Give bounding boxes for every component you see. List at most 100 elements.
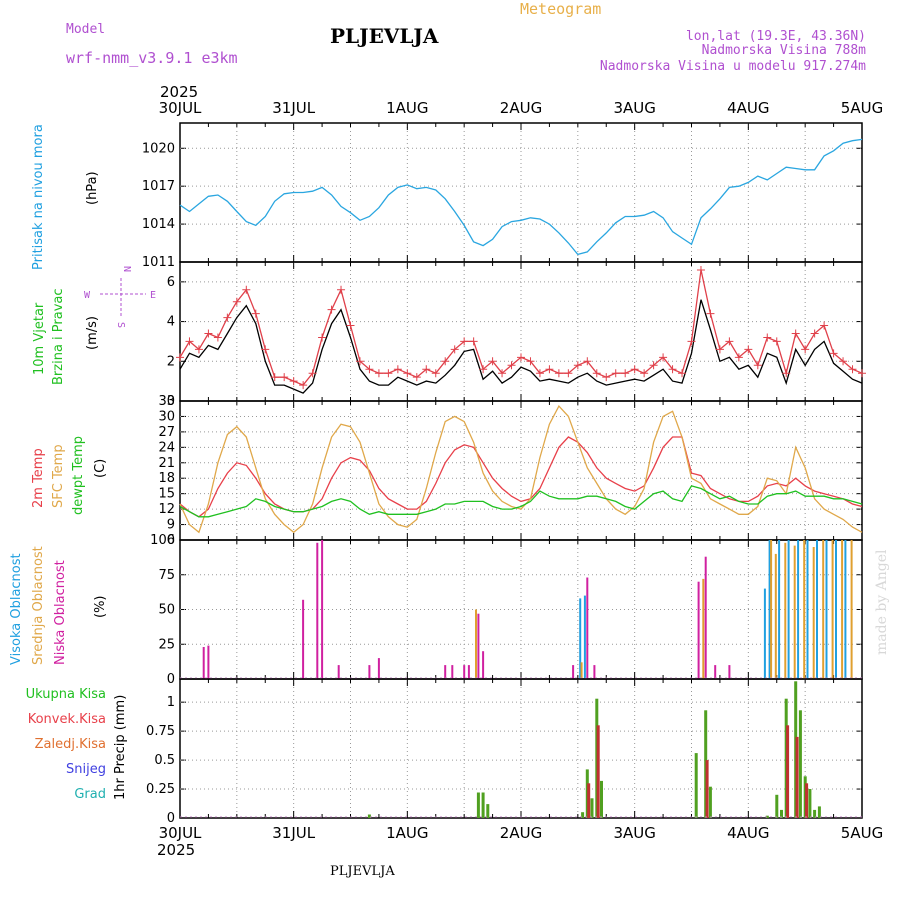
wind-gust-marker xyxy=(498,369,507,378)
wind-gust-marker xyxy=(479,365,488,374)
pressure-title: Pritisak na nivou mora xyxy=(31,124,46,270)
precip-bar xyxy=(817,806,821,818)
year-bottom: 2025 xyxy=(157,841,195,859)
precip-ytick-label: 0 xyxy=(167,811,175,826)
wind-gust-marker xyxy=(223,313,232,322)
clouds-bar xyxy=(697,581,700,679)
wind-gust-marker xyxy=(668,365,677,374)
pressure-ylabel: (hPa) xyxy=(85,171,100,205)
wind-gust-marker xyxy=(592,369,601,378)
temperature-series-0-line xyxy=(179,436,863,518)
clouds-bar xyxy=(822,540,825,679)
precip-ytick-label: 0.75 xyxy=(146,724,175,739)
date-label-bottom: 4AUG xyxy=(727,824,769,842)
wind-gust-marker xyxy=(839,357,848,366)
clouds-bar xyxy=(451,665,454,679)
clouds-bar xyxy=(787,540,790,679)
compass-e: E xyxy=(150,290,156,301)
wind-gust-marker xyxy=(848,365,857,374)
wind-gust-marker xyxy=(469,337,478,346)
wind-gust-marker xyxy=(801,345,810,354)
clouds-bar xyxy=(784,542,787,679)
precip-bar xyxy=(486,804,490,818)
precip-ylabel: 1hr Precip (mm) xyxy=(113,695,128,800)
temperature-series-2-line xyxy=(179,485,863,518)
date-label-top: 3AUG xyxy=(613,99,655,117)
wind-title-2: Brzina i Pravac xyxy=(51,288,66,385)
precip-label-snow: Snijeg xyxy=(66,762,106,777)
precip-ytick-label: 0.5 xyxy=(154,753,175,768)
wind-gust-marker xyxy=(299,381,308,390)
wind-gust-marker xyxy=(507,361,516,370)
wind-gust-marker xyxy=(393,365,402,374)
model-label: Model xyxy=(66,22,105,37)
precip-ytick-label: 0.25 xyxy=(146,782,175,797)
wind-gust-marker xyxy=(630,365,639,374)
watermark: made by Angel xyxy=(874,549,890,655)
clouds-bar xyxy=(844,540,847,679)
wind-gust-marker xyxy=(242,285,251,294)
precip-label-hail: Grad xyxy=(74,787,106,802)
clouds-bar xyxy=(728,665,731,679)
clouds-bar xyxy=(368,665,371,679)
wind-gust-marker xyxy=(270,373,279,382)
clouds-bar xyxy=(763,588,766,679)
pressure-ytick-label: 1014 xyxy=(142,217,175,232)
clouds-bar xyxy=(302,599,305,679)
clouds-bar xyxy=(463,665,466,679)
clouds-bar xyxy=(444,665,447,679)
date-label-top: 30JUL xyxy=(159,99,202,117)
date-label-top: 2AUG xyxy=(500,99,542,117)
model-name: wrf-nmm_v3.9.1 e3km xyxy=(66,49,238,67)
wind-gust-marker xyxy=(621,369,630,378)
precip-bar xyxy=(581,812,585,818)
wind-gust-marker xyxy=(564,369,573,378)
clouds-bar xyxy=(812,547,815,679)
precip-label-total: Ukupna Kisa xyxy=(26,687,106,702)
wind-gust-marker xyxy=(772,337,781,346)
clouds-bar xyxy=(850,540,853,679)
compass-n: N xyxy=(121,266,132,272)
clouds-bar xyxy=(825,540,828,679)
temperature-ytick-label: 18 xyxy=(158,471,175,486)
clouds-bar xyxy=(803,540,806,679)
clouds-bar xyxy=(593,665,596,679)
date-label-bottom: 1AUG xyxy=(386,824,428,842)
wind-gust-marker xyxy=(280,373,289,382)
clouds-bar xyxy=(477,613,480,679)
wind-gust-marker xyxy=(346,321,355,330)
date-label-bottom: 31JUL xyxy=(272,824,315,842)
precip-bar xyxy=(600,780,603,818)
clouds-bar xyxy=(467,665,470,679)
wind-gust-marker xyxy=(858,369,866,378)
wind-gust-marker xyxy=(573,361,582,370)
wind-gust-marker xyxy=(791,329,800,338)
temperature-ytick-label: 12 xyxy=(158,502,175,517)
date-label-top: 4AUG xyxy=(727,99,769,117)
clouds-ytick-label: 0 xyxy=(167,672,175,687)
precip-label-conv: Konvek.Kisa xyxy=(28,712,106,727)
wind-gust-marker xyxy=(261,345,270,354)
wind-gust-marker xyxy=(213,333,222,342)
wind-gust-marker xyxy=(204,329,213,338)
wind-series-0-line xyxy=(179,299,863,394)
temperature-ytick-label: 30 xyxy=(158,409,175,424)
clouds-bar xyxy=(714,665,717,679)
clouds-ytick-label: 75 xyxy=(158,568,175,583)
clouds-bar xyxy=(337,665,340,679)
wind-gust-marker xyxy=(583,357,592,366)
temp-ylabel: (C) xyxy=(93,459,108,478)
wind-gust-marker xyxy=(337,285,346,294)
wind-gust-marker xyxy=(611,369,620,378)
wind-gust-marker xyxy=(412,373,421,382)
wind-gust-marker xyxy=(403,369,412,378)
temperature-ytick-label: 33 xyxy=(158,394,175,409)
clouds-bar xyxy=(704,556,707,679)
precip-bar xyxy=(805,783,809,819)
precip-bar xyxy=(775,794,779,818)
wind-gust-marker xyxy=(820,321,829,330)
date-label-top: 5AUG xyxy=(841,99,883,117)
wind-gust-marker xyxy=(176,353,184,362)
wind-gust-marker xyxy=(753,361,762,370)
